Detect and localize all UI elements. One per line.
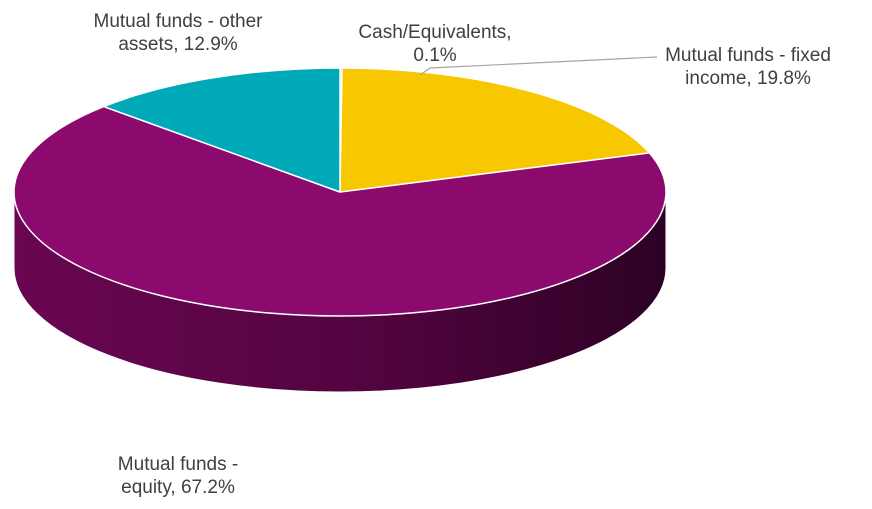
slice-mutual-funds-equity [13,105,667,317]
data-label-line: Mutual funds - [118,454,238,475]
data-labels: Cash/Equivalents, 0.1% Mutual funds - fixe… [94,11,831,498]
leader-lines [419,56,658,76]
data-label-mutual-funds-other-assets: Mutual funds - other assets, 12.9% [94,11,264,55]
data-label-line: assets, 12.9% [118,34,237,55]
data-label-mutual-funds-equity: Mutual funds -equity, 67.2% [118,454,238,498]
slice-mutual-funds-fixed-income [339,67,651,193]
data-label-line: Cash/Equivalents, [358,22,511,43]
data-label-cash-equivalents: Cash/Equivalents, 0.1% [358,22,511,66]
data-label-line: 0.1% [413,45,456,66]
data-label-line: income, 19.8% [685,68,811,89]
data-label-line: Mutual funds - fixed [665,45,831,66]
leader-line-mutual-funds-fixed-income [419,56,658,76]
slice-mutual-funds-other-assets [103,67,341,193]
pie-top-faces [13,67,667,317]
data-label-mutual-funds-fixed-income: Mutual funds - fixed income, 19.8% [665,45,831,89]
data-label-line: Mutual funds - other [94,11,264,32]
data-label-line: equity, 67.2% [121,477,235,498]
